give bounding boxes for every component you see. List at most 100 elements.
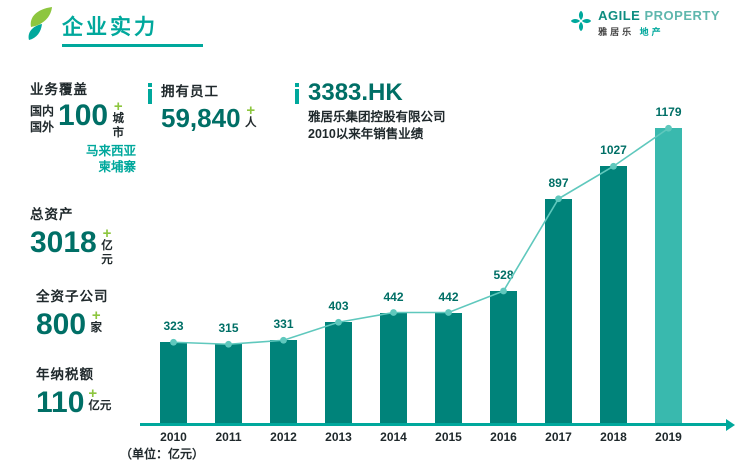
bar-group-2012: 331 <box>256 317 311 423</box>
coverage-regions: 国内 国外 <box>30 101 54 135</box>
unit-note: （单位：亿元） <box>120 447 205 461</box>
subsidiaries-row: 800 + 家 <box>36 307 109 341</box>
overseas-item: 马来西亚 <box>85 143 136 158</box>
plus-sign: + <box>102 225 112 242</box>
bar <box>160 342 187 423</box>
bar-group-2013: 403 <box>311 299 366 423</box>
leaf-logo-icon <box>24 6 56 47</box>
company-name: 雅居乐集团控股有限公司 <box>308 110 446 125</box>
x-axis-labels: 2010 2011 2012 2013 2014 2015 2016 2017 2018 2019 <box>146 430 696 444</box>
x-axis-line <box>140 418 735 431</box>
plus-sign: + <box>91 307 101 324</box>
stat-total-assets: 总资产 3018 + 亿元 <box>30 203 113 268</box>
region-domestic-label: 国内 <box>30 104 55 118</box>
plus-sign: + <box>246 102 256 119</box>
x-axis-label: 2013 <box>325 430 352 444</box>
bar-value-label: 315 <box>218 321 239 336</box>
bar-value-label: 1179 <box>655 105 682 120</box>
bar <box>490 291 517 423</box>
title-underline <box>62 44 203 47</box>
bar-group-2018: 1027 <box>586 143 641 423</box>
stock-code: 3383.HK <box>308 79 403 106</box>
assets-plus-unit: + 亿元 <box>101 225 113 268</box>
bar <box>655 128 682 423</box>
stat-label-tax: 年纳税额 <box>36 367 94 382</box>
bar-value-label: 323 <box>163 319 184 334</box>
x-axis-label: 2014 <box>380 430 407 444</box>
bars-row: 323 315 331 403 442 442 528 897 1027 1179 <box>146 105 696 423</box>
plus-sign: + <box>88 385 98 402</box>
x-axis-label: 2011 <box>215 430 242 444</box>
subsidiaries-value: 800 <box>36 308 87 341</box>
page-title: 企业实力 <box>62 16 158 39</box>
region-overseas-label: 国外 <box>30 120 55 134</box>
brand-name-primary: AGILE <box>598 8 641 23</box>
stat-business-coverage: 业务覆盖 国内 国外 100 + 城市 马来西亚 柬埔寨 <box>30 78 136 175</box>
employees-plus-unit: + 人 <box>244 102 257 131</box>
stat-subsidiaries: 全资子公司 800 + 家 <box>36 285 109 340</box>
unit-label: 城市 <box>112 113 125 139</box>
x-axis-label: 2010 <box>160 430 187 444</box>
axis-arrow-icon <box>726 418 735 431</box>
unit-label: 亿元 <box>101 240 113 266</box>
bar-group-2011: 315 <box>201 321 256 423</box>
bar-group-2016: 528 <box>476 268 531 423</box>
x-axis-label: 2019 <box>655 430 682 444</box>
assets-value: 3018 <box>30 226 97 259</box>
unit-label: 人 <box>244 117 257 129</box>
bar <box>270 340 297 423</box>
brand-subtitle: 雅居乐 地产 <box>598 25 720 38</box>
x-axis-label: 2018 <box>600 430 627 444</box>
assets-row: 3018 + 亿元 <box>30 225 113 268</box>
brand-sub-secondary: 地产 <box>639 27 664 37</box>
bar <box>545 198 572 423</box>
coverage-plus-unit: + 城市 <box>112 98 125 141</box>
bar-value-label: 331 <box>273 317 294 332</box>
stat-annual-tax: 年纳税额 110 + 亿元 <box>36 363 111 418</box>
bar-group-2014: 442 <box>366 289 421 423</box>
brand-name-secondary: PROPERTY <box>644 8 720 23</box>
annual-sales-bar-chart: 323 315 331 403 442 442 528 897 1027 1179 2010 201… <box>140 105 736 468</box>
brand: AGILE PROPERTY 雅居乐 地产 <box>570 9 720 38</box>
bullet-icon <box>148 83 152 104</box>
unit-label: 亿元 <box>88 400 112 412</box>
stat-label-assets: 总资产 <box>30 207 74 222</box>
bullet-icon <box>295 83 299 104</box>
brand-name: AGILE PROPERTY <box>598 9 720 23</box>
bar-group-2015: 442 <box>421 289 476 423</box>
overseas-item: 柬埔寨 <box>98 159 136 174</box>
bar <box>215 344 242 423</box>
coverage-overseas-list: 马来西亚 柬埔寨 <box>30 143 136 175</box>
brand-sub-primary: 雅居乐 <box>598 27 635 37</box>
tax-value: 110 <box>36 386 85 419</box>
bar-value-label: 442 <box>438 289 459 304</box>
bar-value-label: 528 <box>493 268 514 282</box>
bar-group-2017: 897 <box>531 176 586 423</box>
unit-label: 家 <box>90 322 103 334</box>
brand-text: AGILE PROPERTY 雅居乐 地产 <box>598 9 720 38</box>
x-axis-label: 2015 <box>435 430 462 444</box>
stat-employees: 拥有员工 59,840 + 人 <box>148 80 257 131</box>
brand-logo-icon <box>570 10 592 37</box>
tax-row: 110 + 亿元 <box>36 385 112 419</box>
tax-plus-unit: + 亿元 <box>88 385 112 414</box>
bar-value-label: 897 <box>548 175 569 190</box>
stat-label-coverage: 业务覆盖 <box>30 82 88 97</box>
bar-group-2010: 323 <box>146 319 201 423</box>
stat-label-employees: 拥有员工 <box>161 84 219 99</box>
bar-value-label: 403 <box>328 299 349 314</box>
plus-sign: + <box>113 98 123 115</box>
x-axis-label: 2017 <box>545 430 572 444</box>
bar-value-label: 442 <box>383 289 404 304</box>
bar <box>435 312 462 423</box>
x-axis-label: 2012 <box>270 430 297 444</box>
employees-row: 59,840 + 人 <box>161 102 257 131</box>
bar-group-2019: 1179 <box>641 105 696 423</box>
subsidiaries-plus-unit: + 家 <box>90 307 103 336</box>
bar <box>325 322 352 423</box>
bar <box>380 312 407 423</box>
bar <box>600 166 627 423</box>
bar-value-label: 1027 <box>600 143 627 158</box>
stat-label-subsidiaries: 全资子公司 <box>36 289 109 304</box>
x-axis-label: 2016 <box>490 430 517 444</box>
